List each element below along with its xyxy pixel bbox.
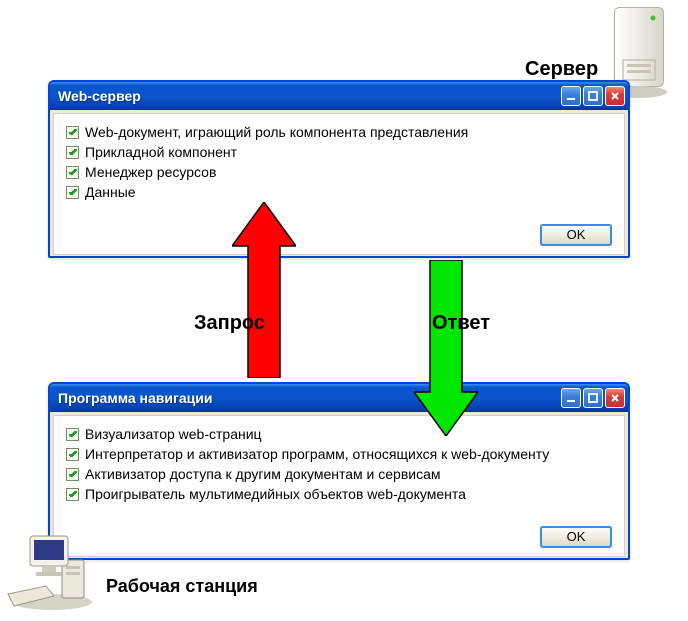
- checkbox-icon[interactable]: [66, 488, 79, 501]
- checkbox-icon[interactable]: [66, 468, 79, 481]
- list-item: Менеджер ресурсов: [66, 164, 612, 180]
- list-item: Web-документ, играющий роль компонента п…: [66, 124, 612, 140]
- window-body: Визуализатор web-страниц Интерпретатор и…: [53, 415, 625, 557]
- request-arrow-icon: [232, 202, 296, 378]
- item-label: Web-документ, играющий роль компонента п…: [85, 124, 468, 140]
- checkbox-icon[interactable]: [66, 146, 79, 159]
- list-item: Визуализатор web-страниц: [66, 426, 612, 442]
- checkbox-icon[interactable]: [66, 126, 79, 139]
- server-label: Сервер: [525, 58, 598, 81]
- titlebar: Программа навигации: [50, 384, 628, 412]
- item-label: Данные: [85, 184, 136, 200]
- navigation-window: Программа навигации Визуализатор web-стр…: [48, 382, 630, 560]
- item-label: Проигрыватель мультимедийных объектов we…: [85, 486, 466, 502]
- checklist: Web-документ, играющий роль компонента п…: [66, 124, 612, 200]
- list-item: Прикладной компонент: [66, 144, 612, 160]
- list-item: Активизатор доступа к другим документам …: [66, 466, 612, 482]
- minimize-button[interactable]: [561, 86, 581, 106]
- checklist: Визуализатор web-страниц Интерпретатор и…: [66, 426, 612, 502]
- item-label: Активизатор доступа к другим документам …: [85, 466, 441, 482]
- window-body: Web-документ, играющий роль компонента п…: [53, 113, 625, 255]
- close-button[interactable]: [605, 388, 625, 408]
- list-item: Интерпретатор и активизатор программ, от…: [66, 446, 612, 462]
- window-controls: [561, 388, 625, 408]
- response-arrow-icon: [414, 260, 478, 436]
- ok-button[interactable]: OK: [540, 224, 612, 246]
- minimize-button[interactable]: [561, 388, 581, 408]
- ok-button[interactable]: OK: [540, 526, 612, 548]
- window-title: Программа навигации: [58, 390, 212, 406]
- maximize-button[interactable]: [583, 388, 603, 408]
- window-title: Web-сервер: [58, 88, 141, 104]
- item-label: Интерпретатор и активизатор программ, от…: [85, 446, 549, 462]
- web-server-window: Web-сервер Web-документ, играющий роль к…: [48, 80, 630, 258]
- workstation-label: Рабочая станция: [106, 576, 258, 597]
- item-label: Менеджер ресурсов: [85, 164, 216, 180]
- checkbox-icon[interactable]: [66, 428, 79, 441]
- checkbox-icon[interactable]: [66, 448, 79, 461]
- item-label: Визуализатор web-страниц: [85, 426, 262, 442]
- list-item: Данные: [66, 184, 612, 200]
- item-label: Прикладной компонент: [85, 144, 237, 160]
- window-controls: [561, 86, 625, 106]
- checkbox-icon[interactable]: [66, 166, 79, 179]
- checkbox-icon[interactable]: [66, 186, 79, 199]
- close-button[interactable]: [605, 86, 625, 106]
- titlebar: Web-сервер: [50, 82, 628, 110]
- request-label: Запрос: [175, 312, 265, 335]
- maximize-button[interactable]: [583, 86, 603, 106]
- response-label: Ответ: [432, 312, 490, 335]
- list-item: Проигрыватель мультимедийных объектов we…: [66, 486, 612, 502]
- workstation-icon: [6, 530, 98, 612]
